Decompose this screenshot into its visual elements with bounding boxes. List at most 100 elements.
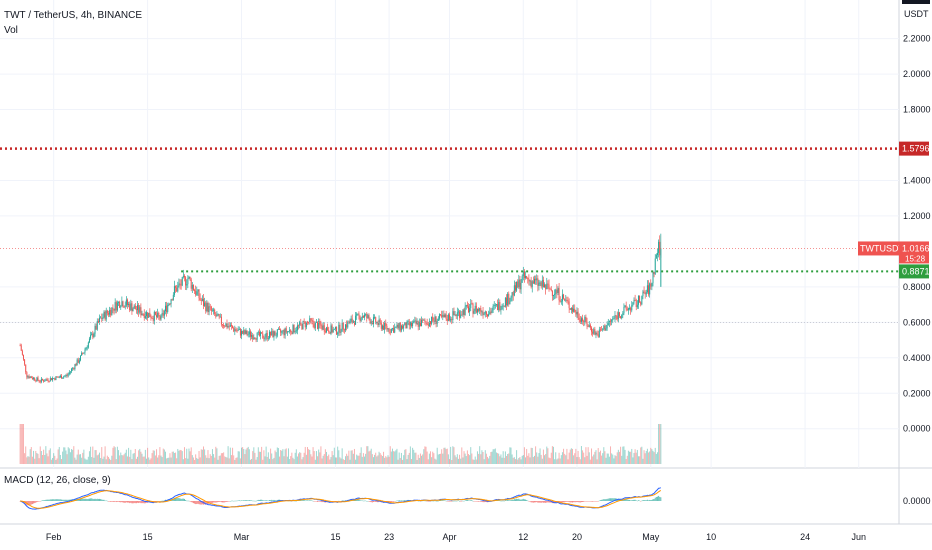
candle-body bbox=[137, 304, 139, 311]
volume-bar bbox=[583, 452, 585, 464]
macd-histogram-bar bbox=[358, 499, 360, 501]
volume-bar bbox=[257, 447, 259, 464]
candle-body bbox=[244, 330, 246, 334]
volume-bar bbox=[395, 450, 397, 464]
candle-body bbox=[652, 272, 654, 284]
volume-bar bbox=[322, 455, 324, 464]
volume-bar bbox=[613, 458, 615, 464]
candle-body bbox=[614, 315, 616, 319]
volume-bar bbox=[116, 446, 118, 464]
macd-histogram-bar bbox=[503, 500, 505, 502]
volume-bar bbox=[55, 459, 57, 464]
volume-bar bbox=[219, 455, 221, 464]
candle-body bbox=[478, 308, 480, 311]
macd-histogram-bar bbox=[239, 500, 241, 502]
symbol-legend[interactable]: TWT / TetherUS, 4h, BINANCE bbox=[4, 10, 143, 21]
volume-bar bbox=[67, 447, 69, 464]
candle-body bbox=[220, 316, 222, 325]
candle-body bbox=[264, 337, 266, 339]
volume-bar bbox=[605, 457, 607, 464]
volume-bar bbox=[582, 450, 584, 464]
candle-body bbox=[469, 308, 471, 313]
candle-body bbox=[368, 315, 370, 319]
macd-histogram-bar bbox=[245, 500, 247, 501]
volume-bar bbox=[468, 454, 470, 464]
candle-body bbox=[361, 316, 363, 319]
candle-body bbox=[380, 322, 382, 329]
candle-body bbox=[301, 323, 303, 330]
volume-bar bbox=[490, 452, 492, 464]
volume-bar bbox=[137, 456, 139, 464]
volume-bar bbox=[284, 449, 286, 464]
macd-histogram-bar bbox=[197, 501, 199, 504]
macd-histogram-bar bbox=[654, 497, 656, 501]
candle-body bbox=[223, 325, 225, 326]
macd-histogram-bar bbox=[160, 500, 162, 502]
volume-bar bbox=[102, 458, 104, 464]
volume-bar bbox=[95, 450, 97, 464]
candle-body bbox=[72, 368, 74, 369]
macd-histogram-bar bbox=[482, 501, 484, 503]
volume-bar bbox=[62, 451, 64, 464]
candle-body bbox=[512, 292, 514, 296]
candle-body bbox=[270, 331, 272, 336]
candle-body bbox=[495, 304, 497, 305]
candle-body bbox=[529, 280, 531, 282]
volume-bar bbox=[547, 448, 549, 464]
volume-bar bbox=[449, 459, 450, 464]
candle-body bbox=[610, 320, 612, 322]
macd-histogram-bar bbox=[571, 501, 573, 503]
macd-histogram-bar bbox=[573, 501, 575, 503]
candle-body bbox=[84, 349, 86, 353]
candle-body bbox=[116, 302, 118, 311]
macd-histogram-bar bbox=[398, 500, 400, 501]
macd-histogram-bar bbox=[639, 500, 641, 502]
candle-body bbox=[437, 318, 439, 321]
volume-bar bbox=[437, 454, 439, 464]
volume-bar bbox=[361, 456, 363, 464]
candle-body bbox=[403, 325, 405, 329]
volume-bar bbox=[191, 455, 193, 464]
macd-histogram-bar bbox=[474, 501, 476, 502]
candle-body bbox=[26, 372, 28, 378]
candle-body bbox=[551, 290, 553, 296]
volume-bar bbox=[187, 458, 189, 464]
candle-body bbox=[563, 294, 565, 299]
candle-body bbox=[613, 318, 615, 320]
macd-legend[interactable]: MACD (12, 26, close, 9) bbox=[4, 475, 111, 486]
candle-body bbox=[650, 283, 652, 287]
volume-bar bbox=[394, 451, 396, 464]
volume-legend[interactable]: Vol bbox=[4, 25, 18, 36]
volume-bar bbox=[286, 456, 288, 464]
volume-bar bbox=[330, 457, 332, 464]
macd-histogram-bar bbox=[209, 501, 211, 504]
candle-body bbox=[304, 321, 306, 328]
macd-histogram-bar bbox=[583, 501, 585, 502]
candle-body bbox=[257, 331, 259, 333]
volume-bar bbox=[551, 446, 553, 464]
volume-bar bbox=[622, 446, 624, 464]
volume-bar bbox=[69, 452, 71, 464]
volume-bar bbox=[594, 451, 596, 464]
volume-bar bbox=[552, 446, 554, 464]
macd-histogram-bar bbox=[364, 500, 366, 502]
macd-histogram-bar bbox=[533, 501, 535, 503]
macd-histogram-bar bbox=[520, 499, 522, 501]
macd-histogram-bar bbox=[559, 501, 561, 503]
macd-histogram-bar bbox=[523, 499, 525, 501]
volume-bar bbox=[522, 455, 524, 464]
macd-histogram-bar bbox=[591, 501, 593, 502]
macd-histogram-bar bbox=[627, 499, 629, 501]
macd-histogram-bar bbox=[536, 501, 538, 503]
candle-body bbox=[660, 248, 662, 287]
time-tick-label: 12 bbox=[518, 532, 528, 542]
macd-histogram-bar bbox=[461, 501, 463, 502]
candle-body bbox=[293, 324, 295, 333]
macd-histogram-bar bbox=[159, 501, 161, 502]
macd-histogram-bar bbox=[650, 500, 652, 501]
volume-bar bbox=[228, 458, 230, 464]
volume-bar bbox=[500, 454, 502, 464]
macd-histogram-bar bbox=[539, 501, 541, 503]
volume-bar bbox=[326, 451, 328, 464]
